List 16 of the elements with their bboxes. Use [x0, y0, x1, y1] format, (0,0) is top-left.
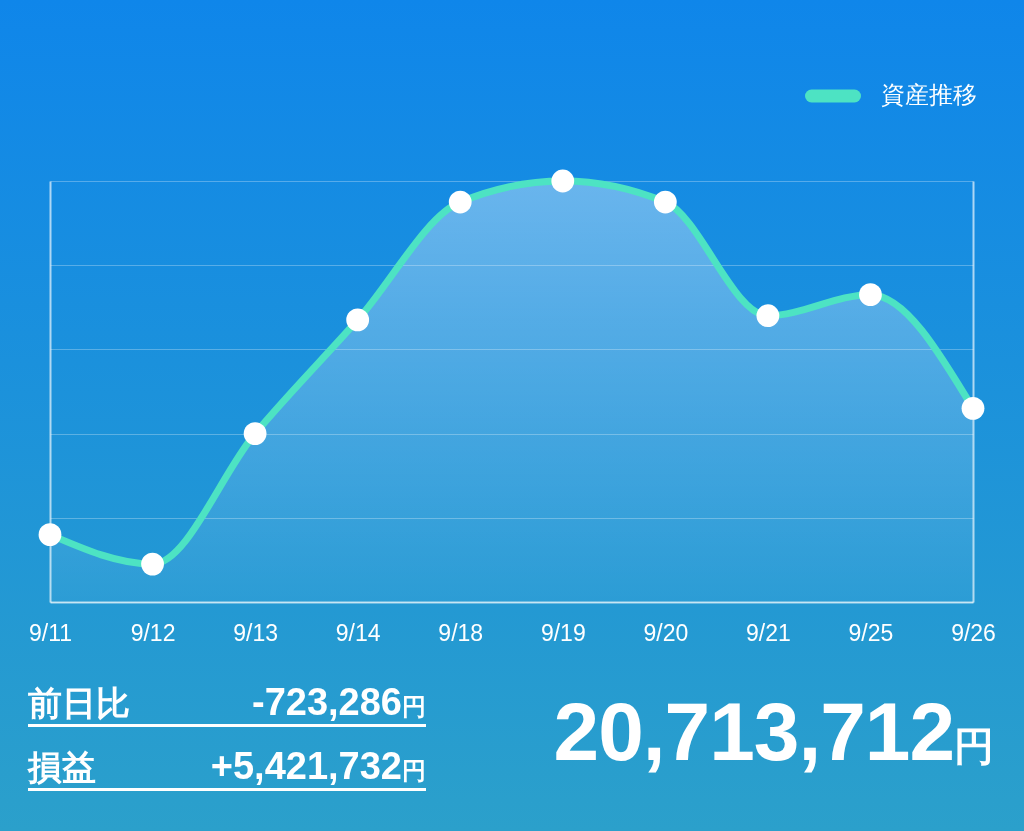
- x-tick-label: 9/14: [335, 619, 381, 646]
- x-tick-label: 9/19: [540, 619, 586, 646]
- x-tick-label: 9/12: [130, 619, 176, 646]
- x-tick-label: 9/11: [28, 619, 73, 646]
- text: -723,286円: [251, 681, 426, 723]
- text: +5,421,732円: [210, 745, 426, 787]
- x-tick-label: 9/25: [848, 619, 894, 646]
- x-tick-label: 9/26: [951, 619, 996, 646]
- x-tick-label: 9/20: [643, 619, 689, 646]
- text: 20,713,712円: [553, 686, 994, 777]
- text: 前日比: [28, 683, 130, 724]
- x-tick-label: 9/18: [438, 619, 484, 646]
- x-tick-label: 9/21: [746, 619, 791, 646]
- x-tick-label: 9/13: [233, 619, 278, 646]
- legend-label: 資産推移: [881, 81, 977, 108]
- text: 損益: [28, 747, 96, 788]
